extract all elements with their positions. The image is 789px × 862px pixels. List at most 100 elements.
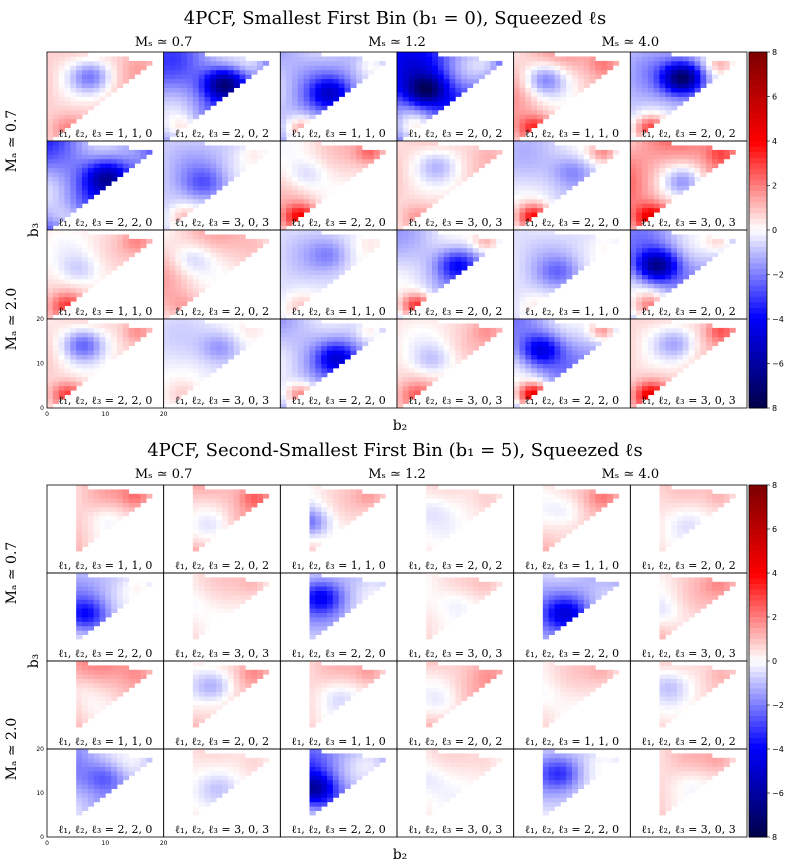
heatmap-cell (227, 515, 235, 521)
heatmap-cell (531, 74, 538, 80)
heatmap-cell (437, 327, 445, 333)
heatmap-cell (344, 341, 351, 347)
heatmap-cell (192, 524, 200, 530)
heatmap-cell (513, 127, 520, 133)
heatmap-cell (443, 181, 450, 186)
heatmap-cell (216, 145, 223, 151)
heatmap-cell (70, 261, 77, 266)
heatmap-cell (443, 332, 450, 338)
heatmap-cell (105, 520, 112, 525)
heatmap-cell (52, 158, 60, 164)
heatmap-cell (682, 158, 690, 164)
heatmap-cell (82, 287, 89, 293)
heatmap-cell (82, 261, 89, 266)
heatmap-cell (647, 189, 655, 195)
heatmap-cell (537, 69, 544, 75)
heatmap-cell (204, 520, 211, 525)
heatmap-cell (554, 261, 561, 266)
heatmap-cell (181, 287, 188, 293)
heatmap-cell (449, 158, 456, 164)
heatmap-cell (647, 261, 655, 266)
heatmap-cell (467, 234, 474, 240)
heatmap-cell (216, 359, 223, 364)
heatmap-cell (93, 189, 100, 195)
heatmap-cell (134, 65, 141, 71)
heatmap-cell (76, 176, 83, 182)
heatmap-cell (426, 359, 433, 364)
heatmap-cell (99, 167, 106, 173)
heatmap-cell (513, 385, 520, 391)
heatmap-cell (537, 274, 544, 280)
heatmap-cell (426, 243, 433, 249)
heatmap-cell (204, 515, 211, 521)
heatmap-cell (671, 181, 678, 186)
heatmap-cell (163, 336, 170, 342)
heatmap-cell (665, 252, 672, 258)
heatmap-cell (198, 185, 205, 191)
heatmap-cell (519, 163, 526, 169)
heatmap-cell (70, 74, 77, 80)
heatmap-cell (163, 83, 170, 88)
heatmap-cell (542, 105, 550, 111)
heatmap-cell (630, 341, 637, 347)
heatmap-cell (227, 336, 235, 342)
heatmap-cell (531, 78, 538, 84)
heatmap-cell (198, 372, 205, 378)
heatmap-cell (315, 74, 322, 80)
heatmap-cell (233, 74, 240, 80)
heatmap-cell (577, 176, 585, 182)
heatmap-cell (717, 243, 725, 249)
heatmap-cell (472, 163, 480, 169)
heatmap-cell (175, 189, 182, 195)
heatmap-cell (292, 154, 299, 160)
heatmap-cell (402, 372, 410, 378)
heatmap-cell (490, 327, 497, 333)
heatmap-cell (233, 238, 240, 244)
heatmap-cell (87, 345, 95, 351)
heatmap-cell (542, 163, 550, 169)
heatmap-cell (420, 198, 427, 204)
heatmap-cell (467, 350, 474, 355)
heatmap-cell (198, 105, 205, 111)
heatmap-cell (566, 345, 573, 351)
heatmap-cell (47, 376, 54, 382)
heatmap-cell (47, 319, 54, 324)
heatmap-cell (636, 216, 643, 222)
heatmap-cell (198, 345, 205, 351)
heatmap-cell (210, 149, 217, 155)
heatmap-cell (297, 270, 305, 275)
heatmap-cell (52, 341, 60, 347)
heatmap-cell (181, 92, 188, 97)
heatmap-cell (216, 507, 223, 512)
heatmap-cell (192, 323, 200, 329)
heatmap-cell (216, 92, 223, 97)
heatmap-cell (222, 336, 229, 342)
heatmap-cell (362, 163, 369, 169)
heatmap-cell (64, 345, 71, 351)
heatmap-cell (519, 69, 526, 75)
heatmap-cell (297, 323, 305, 329)
heatmap-cell (198, 189, 205, 195)
heatmap-cell (531, 359, 538, 364)
heatmap-cell (309, 56, 316, 62)
heatmap-cell (700, 243, 707, 249)
heatmap-cell (216, 515, 223, 521)
heatmap-cell (583, 145, 590, 151)
heatmap-cell (642, 207, 649, 213)
heatmap-cell (292, 203, 299, 209)
heatmap-cell (630, 332, 637, 338)
heatmap-cell (636, 114, 643, 120)
heatmap-cell (175, 194, 182, 200)
heatmap-cell (303, 172, 310, 177)
heatmap-cell (531, 176, 538, 182)
heatmap-cell (192, 332, 200, 338)
heatmap-cell (99, 493, 106, 499)
heatmap-cell (642, 327, 649, 333)
heatmap-cell (671, 158, 678, 164)
heatmap-cell (432, 52, 439, 57)
heatmap-cell (525, 163, 532, 169)
heatmap-cell (58, 341, 65, 347)
heatmap-cell (64, 390, 71, 396)
heatmap-cell (467, 336, 474, 342)
heatmap-cell (303, 181, 310, 186)
